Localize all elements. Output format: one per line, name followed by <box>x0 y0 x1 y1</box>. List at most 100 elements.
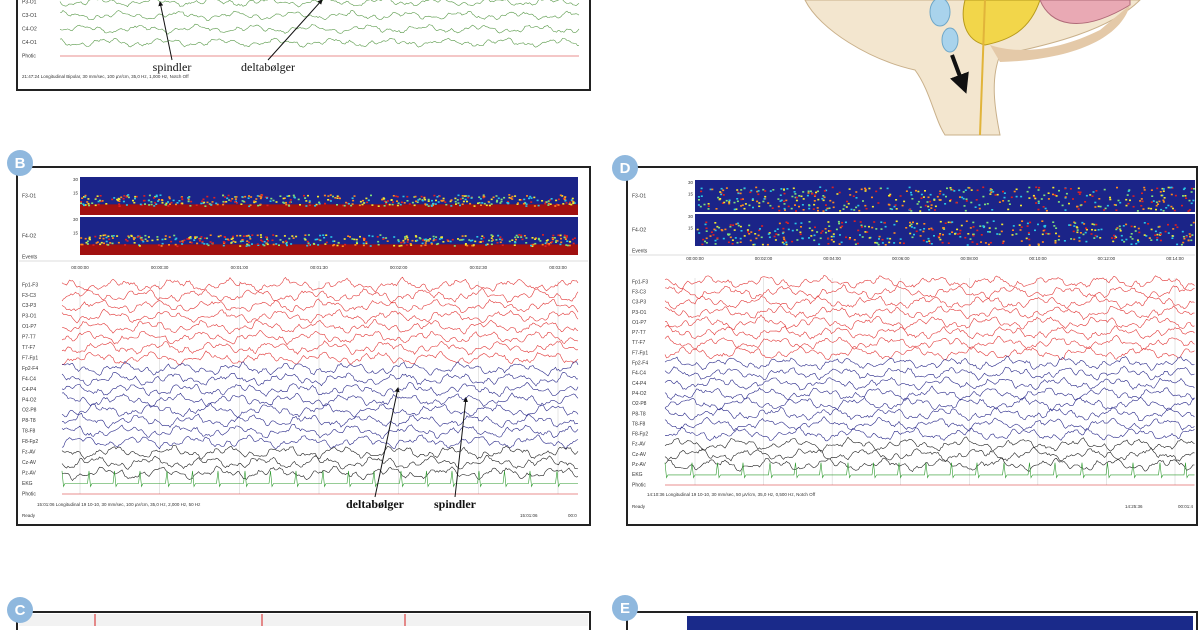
spectrogram-cell <box>728 201 731 203</box>
spectrogram-cell <box>1143 186 1146 189</box>
spectrogram-cell <box>1123 240 1126 243</box>
spectrogram-cell <box>939 190 942 193</box>
spectrogram-cell <box>477 202 479 205</box>
spectrogram-cell <box>864 188 867 191</box>
spectrogram-cell <box>793 191 796 193</box>
spectrogram-cell <box>749 239 752 242</box>
spectrogram-cell <box>827 221 830 223</box>
spectrogram-cell <box>703 203 706 206</box>
spectrogram-cell <box>922 230 925 233</box>
spectrogram-cell <box>359 200 362 203</box>
spectrogram-cell <box>1055 227 1058 229</box>
spectrogram-scale: 15 <box>73 230 79 235</box>
spectrogram-cell <box>557 234 560 236</box>
spectrogram-cell <box>868 225 870 228</box>
spectrogram-cell <box>381 198 384 201</box>
spectrogram-cell <box>343 204 346 207</box>
spectrogram-cell <box>83 204 85 207</box>
spectrogram-cell <box>785 243 788 246</box>
spectrogram-cell <box>908 186 911 189</box>
spectrogram-cell <box>1028 197 1031 199</box>
spectrogram-cell <box>1103 209 1106 211</box>
toolbar <box>19 614 588 626</box>
channel-label: T7-F7 <box>22 345 36 351</box>
spectrogram-cell <box>786 188 789 190</box>
spectrogram-cell <box>841 225 844 228</box>
spectrogram-cell <box>100 241 103 244</box>
spectrogram-cell <box>884 225 887 228</box>
spectrogram-cell <box>107 244 110 246</box>
spectrogram-cell <box>181 202 184 205</box>
time-label: 00:06:00 <box>892 256 910 261</box>
spectrogram-cell <box>1118 225 1121 228</box>
spectrogram-cell <box>250 196 253 198</box>
spectrogram-cell <box>304 239 307 241</box>
spectrogram-cell <box>1052 193 1054 196</box>
spectrogram-cell <box>1150 207 1153 210</box>
spectrogram-cell <box>1148 237 1151 239</box>
spectrogram-cell <box>766 243 769 246</box>
spectrogram-cell <box>159 194 162 196</box>
spectrogram-cell <box>449 200 452 203</box>
anatomy-illustration <box>804 0 1141 136</box>
spectrogram-cell <box>832 201 835 204</box>
spectrogram-cell <box>153 197 155 199</box>
spectrogram-cell <box>733 229 736 231</box>
spectrogram-cell <box>1169 186 1172 189</box>
spectrogram-cell <box>168 244 170 246</box>
channel-label: F8-Fp2 <box>22 439 38 445</box>
spectrogram-cell <box>488 239 490 242</box>
spectrogram-cell <box>377 243 380 246</box>
spectrogram-cell <box>1140 205 1143 207</box>
spectrogram-cell <box>508 240 511 243</box>
spectrogram-cell <box>133 201 136 204</box>
spectrogram-cell <box>967 233 970 235</box>
spectrogram-cell <box>725 187 728 189</box>
spectrogram-cell <box>704 223 707 226</box>
spectrogram-cell <box>534 238 537 240</box>
spectrogram-cell <box>1116 227 1119 229</box>
spectrogram-cell <box>764 190 767 192</box>
spectrogram-cell <box>481 202 484 204</box>
spectrogram-cell <box>461 197 464 200</box>
spectrogram-cell <box>1135 242 1138 245</box>
spectrogram-cell <box>1130 243 1133 245</box>
spectrogram-cell <box>427 205 430 207</box>
spectrogram-cell <box>424 238 427 241</box>
spectrogram-cell <box>736 241 739 244</box>
spectrogram-cell <box>150 203 153 206</box>
spectrogram-cell <box>915 230 918 233</box>
spectrogram-cell <box>980 234 983 236</box>
spectrogram-cell <box>849 237 851 239</box>
spectrogram-cell <box>780 199 783 202</box>
spectrogram-cell <box>719 198 722 200</box>
spectrogram-cell <box>396 195 399 198</box>
spectrogram-cell <box>928 209 931 211</box>
spectrogram-cell <box>990 189 993 191</box>
spectrogram-cell <box>721 202 724 204</box>
spectrogram-cell <box>531 245 534 247</box>
spectrogram-cell <box>232 235 235 238</box>
spectrogram-cell <box>697 204 700 206</box>
spectrogram-cell <box>508 194 511 196</box>
spectrogram-cell <box>188 196 191 198</box>
spectrogram-cell <box>457 194 460 197</box>
spectrogram-cell <box>219 234 222 237</box>
spectrogram-cell <box>1167 186 1170 189</box>
spectrogram-cell <box>347 203 350 205</box>
spectrogram-cell <box>246 235 249 237</box>
spectrogram-cell <box>89 238 91 241</box>
spectrogram-cell <box>566 244 569 247</box>
spectrogram-cell <box>195 204 198 206</box>
spectrogram-cell <box>195 236 198 238</box>
spectrogram-cell <box>925 241 928 243</box>
spectrogram-cell <box>930 243 933 245</box>
spectrogram-cell <box>779 194 782 196</box>
spectrogram-cell <box>552 234 555 237</box>
spectrogram-cell <box>105 236 108 239</box>
spectrogram-cell <box>800 222 803 224</box>
spectrogram-cell <box>253 200 256 203</box>
spectrogram-cell <box>203 243 206 245</box>
